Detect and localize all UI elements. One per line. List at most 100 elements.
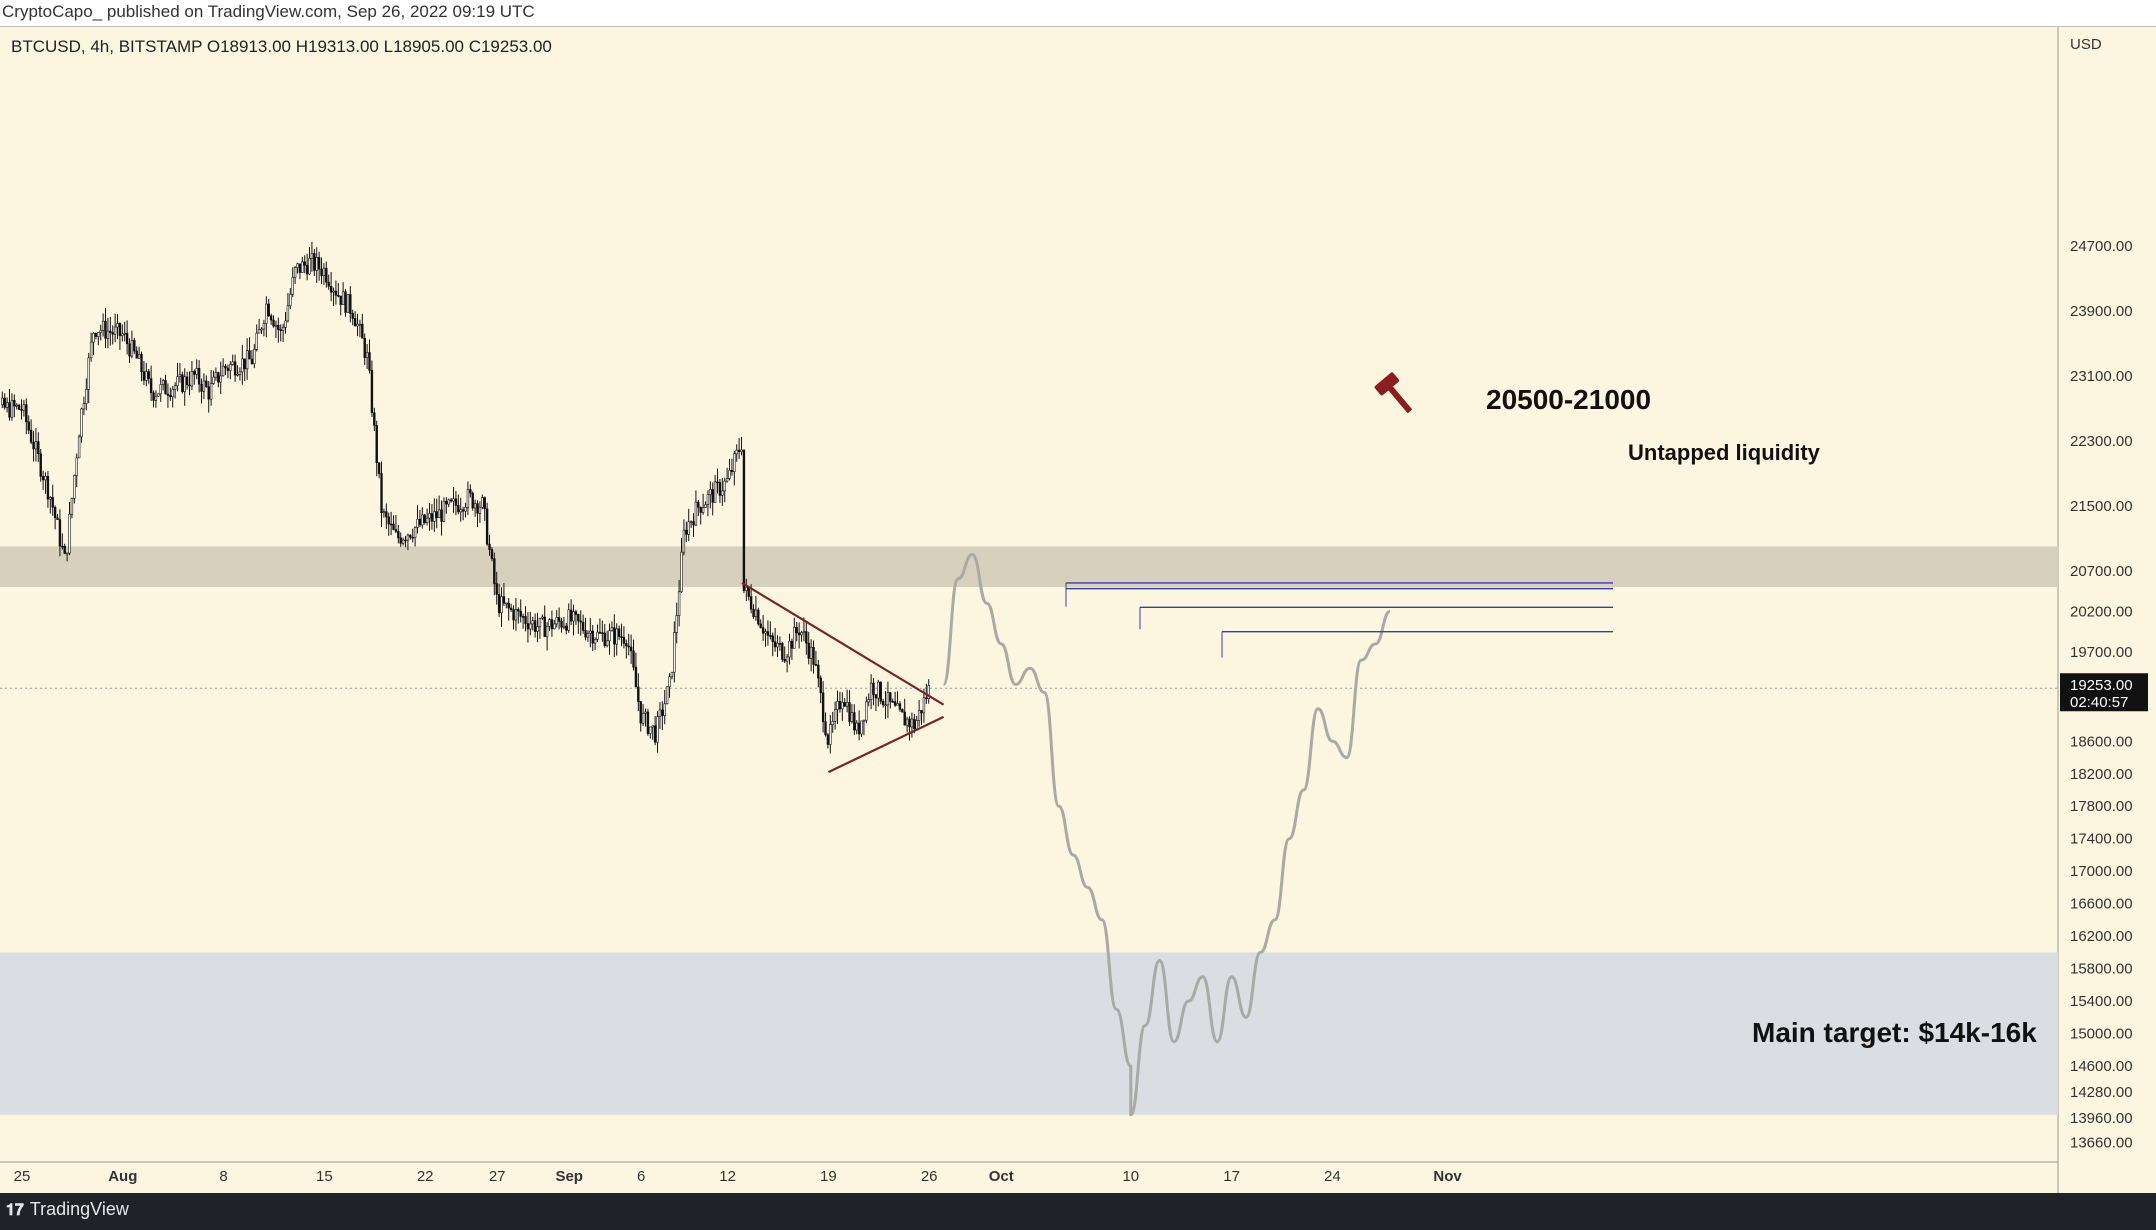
candle (305, 253, 309, 281)
candle-body (569, 609, 573, 622)
candle-body (15, 404, 18, 407)
candle-body (185, 376, 189, 386)
candle (68, 501, 71, 556)
candle-body (214, 372, 218, 378)
candle-body (452, 498, 455, 502)
candle-body (901, 709, 904, 713)
hammer-icon (1374, 372, 1412, 413)
candle-body (601, 632, 604, 634)
chart-area[interactable]: BTCUSD, 4h, BITSTAMP O18913.00 H19313.00… (0, 27, 2156, 1193)
candle-body (646, 711, 650, 734)
last-price-value: 19253.00 (2070, 677, 2133, 694)
price-chart[interactable]: BTCUSD, 4h, BITSTAMP O18913.00 H19313.00… (0, 27, 2156, 1193)
candle (125, 320, 129, 355)
candle (418, 509, 422, 528)
candle-body (845, 702, 849, 707)
candle (140, 351, 143, 382)
candle-body (922, 697, 926, 714)
candle (181, 371, 184, 394)
candle (553, 619, 556, 630)
candle-body (665, 686, 669, 705)
candle-body (92, 333, 95, 343)
candle (77, 434, 81, 459)
candle (123, 321, 126, 342)
candle (466, 481, 470, 515)
candle (279, 324, 282, 342)
candle-body (733, 453, 736, 473)
candle (363, 333, 366, 366)
candle (872, 678, 875, 706)
candle (296, 262, 299, 274)
y-tick-label: 15400.00 (2070, 993, 2133, 1010)
candle (34, 428, 38, 462)
candle-body (361, 323, 364, 339)
candle (490, 547, 494, 562)
candle (111, 325, 114, 345)
candle (197, 360, 201, 393)
candle (113, 313, 117, 343)
candle-body (286, 305, 290, 322)
candle (881, 698, 885, 708)
candle-body (29, 429, 33, 443)
candle-body (459, 509, 462, 513)
candle-body (401, 539, 405, 544)
candle (265, 296, 268, 338)
candle (176, 362, 179, 392)
candle (137, 346, 141, 359)
candle (814, 650, 818, 667)
candle (128, 338, 131, 363)
candle (778, 636, 782, 651)
candle (332, 287, 335, 307)
candle (733, 450, 736, 486)
candle-body (262, 323, 266, 330)
candle-body (413, 527, 417, 538)
candle-body (668, 676, 671, 688)
candle (413, 526, 417, 547)
candle-body (896, 703, 899, 706)
candle (238, 367, 242, 381)
candle (605, 630, 609, 648)
candle-body (209, 383, 213, 400)
candle-body (709, 489, 712, 495)
candle (526, 612, 530, 643)
x-tick-label: Aug (108, 1168, 137, 1185)
candle-body (517, 609, 520, 612)
untapped-liquidity-label: Untapped liquidity (1628, 440, 1821, 465)
candle-body (77, 436, 81, 459)
candle (92, 332, 95, 355)
candle-body (106, 330, 110, 339)
tradingview-brand[interactable]: 𝟏𝟕 TradingView (6, 1199, 129, 1220)
candle (236, 365, 239, 377)
candle (697, 499, 700, 517)
candle-body (94, 333, 98, 337)
candle (764, 628, 767, 647)
candle-body (169, 395, 172, 398)
candle (262, 319, 266, 337)
candle (152, 390, 155, 408)
x-tick-label: 17 (1223, 1168, 1240, 1185)
candle-body (339, 295, 342, 305)
candle-body (394, 529, 398, 532)
candle-body (641, 713, 645, 724)
candle-body (157, 393, 160, 397)
candle-body (562, 625, 566, 628)
candle-body (442, 500, 446, 522)
y-tick-label: 13960.00 (2070, 1110, 2133, 1127)
candle (483, 496, 486, 521)
candle-body (713, 481, 717, 503)
candle (205, 375, 208, 388)
candle-body (334, 290, 338, 296)
candle (46, 471, 50, 508)
candle (610, 621, 614, 632)
candle-body (293, 267, 297, 278)
candle-body (829, 724, 832, 745)
candle (17, 403, 21, 411)
candle-body (781, 643, 784, 660)
candlestick-series (1, 241, 930, 754)
candle (665, 686, 669, 705)
candle-body (591, 630, 594, 644)
candle-body (382, 511, 386, 513)
candle-body (776, 643, 779, 648)
candle-body (51, 497, 54, 508)
candle-body (917, 710, 921, 721)
